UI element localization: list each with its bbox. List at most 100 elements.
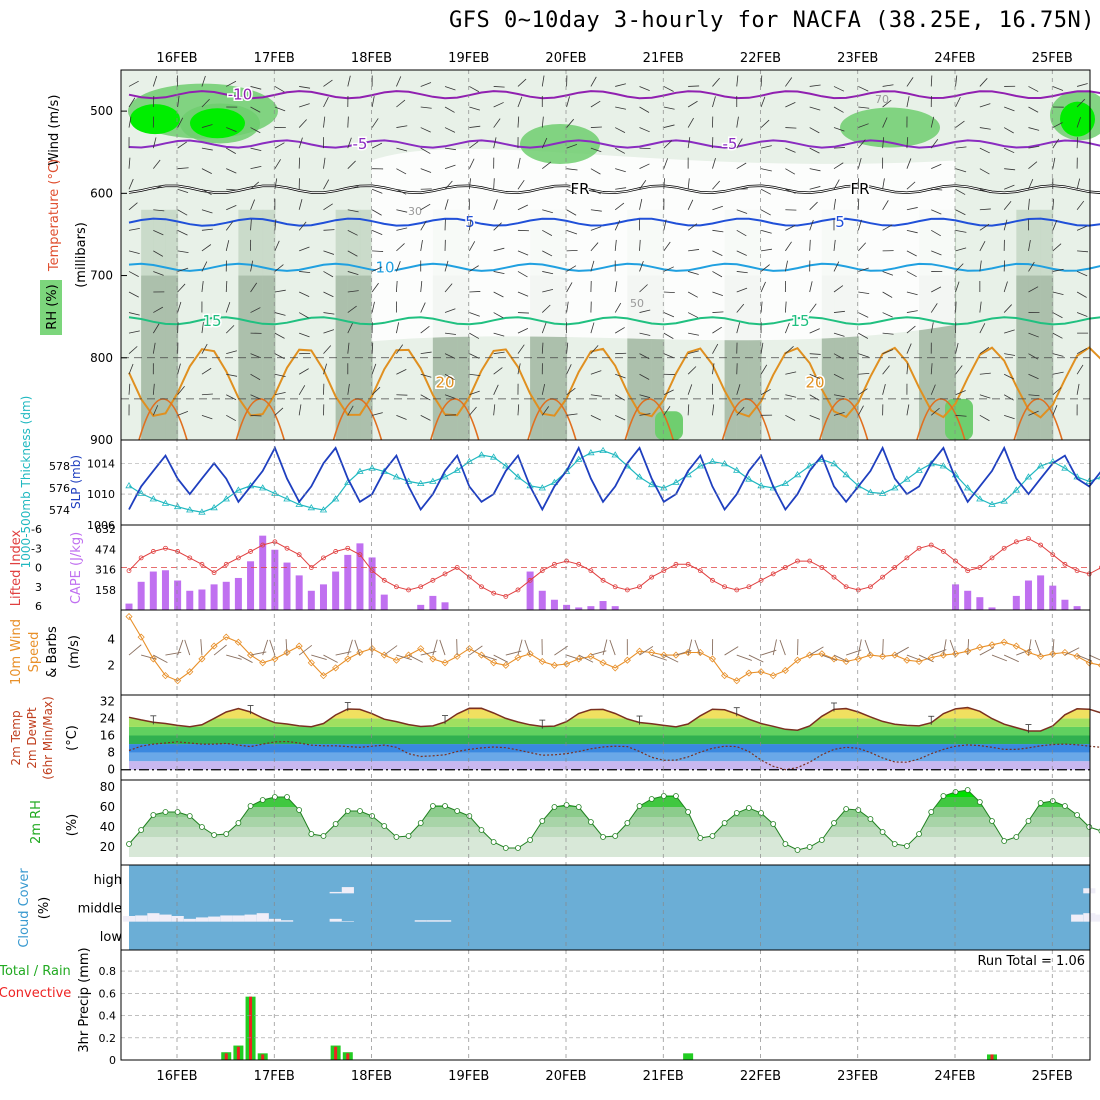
p5-label-c: (6hr Min/Max) bbox=[41, 696, 55, 780]
lifted-index-point bbox=[539, 568, 545, 574]
wind-barb bbox=[347, 75, 351, 87]
wind-barb bbox=[444, 308, 456, 313]
wind-barb bbox=[615, 414, 626, 421]
wind-barb bbox=[298, 119, 307, 128]
wind-barb bbox=[1052, 312, 1063, 319]
wind-barb bbox=[517, 78, 527, 87]
thickness-point bbox=[356, 467, 364, 474]
wind-barb bbox=[396, 243, 405, 252]
cape-bar bbox=[417, 604, 425, 610]
wind-barb-10m bbox=[967, 639, 970, 656]
wind-barb bbox=[857, 139, 866, 149]
wind-barb bbox=[517, 328, 529, 334]
wind-barb bbox=[226, 414, 237, 422]
wind-barb bbox=[663, 140, 673, 149]
rh-point bbox=[454, 808, 461, 814]
rh-tick-label: 80 bbox=[100, 780, 115, 794]
lifted-index-point bbox=[831, 574, 837, 580]
wind-barb bbox=[663, 312, 675, 318]
cape-bar bbox=[344, 554, 352, 610]
cape-bar bbox=[222, 581, 230, 610]
wind-barb bbox=[906, 271, 917, 278]
wind-barb bbox=[979, 414, 990, 422]
wind-barb bbox=[930, 363, 933, 375]
wind-barb bbox=[1028, 106, 1039, 113]
wind-barb bbox=[979, 260, 982, 272]
thickness-point bbox=[733, 466, 741, 473]
wind-barb bbox=[882, 137, 885, 149]
wind-barb bbox=[493, 222, 502, 231]
thickness-point bbox=[137, 489, 145, 496]
wind-barb bbox=[250, 199, 255, 210]
date-label-bottom: 21FEB bbox=[643, 1069, 684, 1084]
wind-barb bbox=[979, 223, 990, 231]
wind-speed-point bbox=[174, 677, 182, 685]
wind-barb bbox=[906, 181, 916, 190]
wind-barb bbox=[371, 363, 377, 375]
thickness-point bbox=[380, 467, 388, 474]
wind-barb bbox=[979, 103, 991, 108]
precip-total-bar bbox=[683, 1053, 694, 1060]
wind-barb bbox=[1076, 291, 1087, 298]
wind-barb bbox=[882, 200, 889, 210]
rh-point bbox=[527, 837, 534, 843]
wind-barb bbox=[882, 312, 893, 318]
wind-barb bbox=[712, 77, 720, 87]
thickness-point bbox=[708, 457, 717, 464]
rh-point bbox=[138, 827, 145, 833]
cape-bar bbox=[1012, 595, 1020, 610]
cloud-middle-bar bbox=[135, 915, 148, 922]
cape-bar bbox=[174, 580, 182, 610]
isotherm-20-loop bbox=[624, 398, 674, 441]
lifted-index-line bbox=[128, 538, 1100, 597]
wind-barb bbox=[858, 353, 869, 358]
wind-barb bbox=[250, 147, 262, 152]
wind-barb bbox=[128, 157, 131, 169]
wind-barb bbox=[615, 83, 626, 87]
wind-barb bbox=[857, 405, 864, 416]
rh-point bbox=[381, 823, 388, 829]
wind-barb bbox=[858, 312, 869, 318]
wind-barb bbox=[833, 179, 840, 190]
wind-barb bbox=[177, 188, 189, 194]
lifted-index-point bbox=[223, 561, 229, 567]
wind-barb bbox=[712, 311, 724, 313]
wind-speed-point bbox=[563, 660, 571, 668]
rh-point bbox=[879, 829, 886, 835]
wind-barb bbox=[760, 301, 763, 313]
wind-barb bbox=[833, 162, 844, 170]
wind-barb bbox=[1076, 83, 1088, 87]
wind-barb bbox=[906, 250, 917, 257]
lifted-index-point bbox=[965, 568, 971, 574]
temp-tick-label: 16 bbox=[100, 729, 115, 743]
wind-barb bbox=[226, 80, 237, 87]
wind-barb bbox=[931, 229, 941, 237]
wind-barb bbox=[590, 322, 595, 334]
wind-barb-10m bbox=[566, 654, 582, 661]
wind-barb bbox=[396, 76, 402, 87]
wind-barb bbox=[298, 404, 302, 416]
wind-barb bbox=[1028, 394, 1040, 397]
wind-barb-10m bbox=[469, 645, 483, 656]
thickness-point bbox=[866, 488, 875, 495]
wind-barb bbox=[444, 127, 456, 133]
wind-barb bbox=[347, 342, 350, 354]
wind-barb-10m bbox=[857, 639, 862, 656]
wind-barb bbox=[201, 209, 213, 214]
wind-barb bbox=[347, 160, 356, 169]
wind-barb bbox=[274, 373, 286, 378]
rh-point bbox=[1074, 812, 1080, 818]
wind-barb bbox=[299, 103, 310, 108]
rh-point bbox=[308, 831, 315, 837]
wind-barb bbox=[760, 281, 766, 293]
wind-speed-point bbox=[417, 645, 425, 653]
wind-barb bbox=[1052, 387, 1062, 396]
wind-barb bbox=[590, 188, 602, 195]
wind-barb bbox=[712, 229, 724, 233]
wind-barb bbox=[1052, 219, 1058, 231]
thickness-point bbox=[1085, 477, 1093, 484]
wind-barb bbox=[712, 363, 715, 375]
wind-barb bbox=[712, 205, 723, 211]
p1-wind-label: Wind (m/s) bbox=[47, 95, 62, 166]
wind-speed-point bbox=[137, 633, 145, 641]
